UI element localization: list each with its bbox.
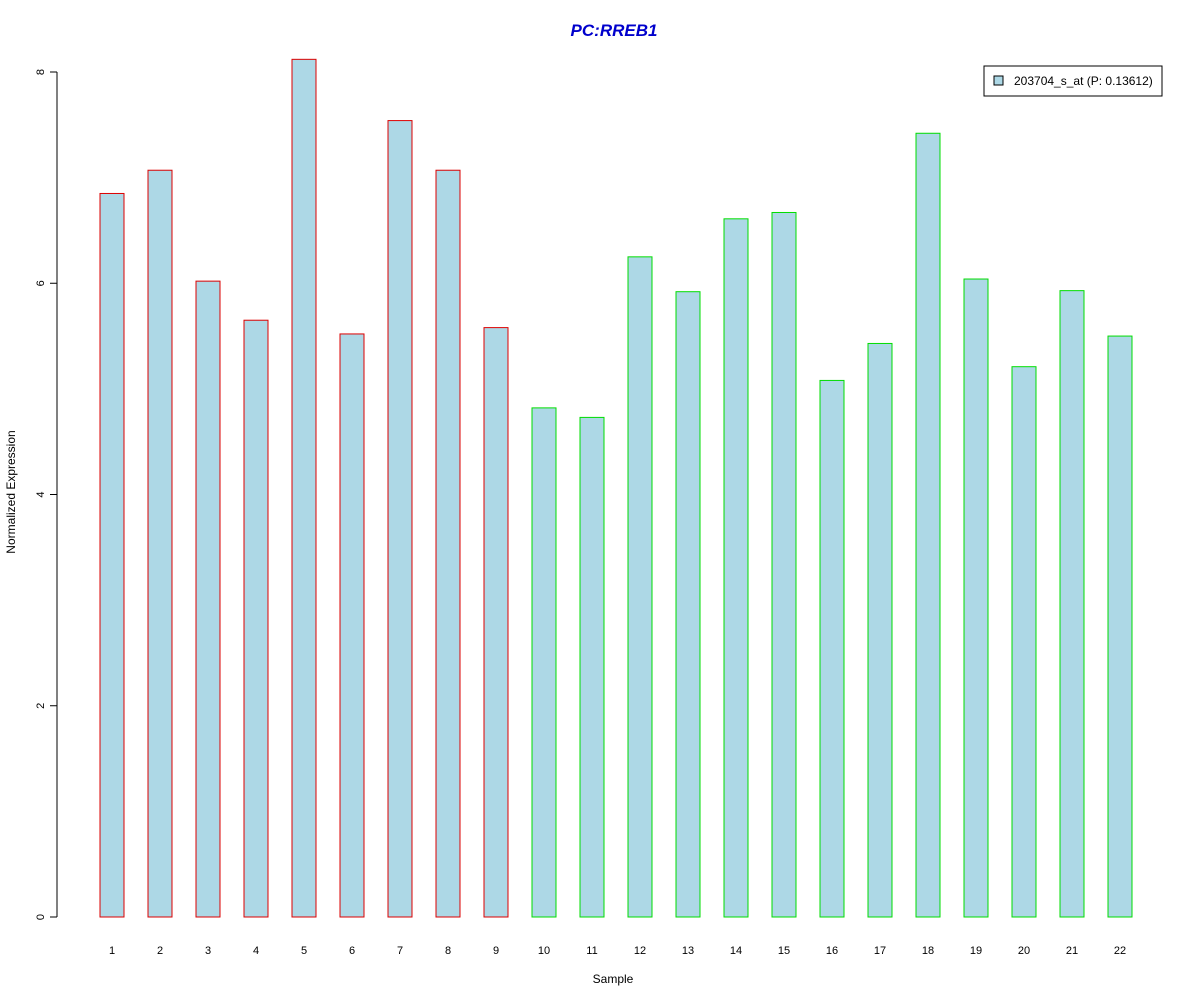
x-tick-label: 9: [493, 945, 499, 957]
bar-sample-7: [387, 120, 413, 918]
x-tick-label: 21: [1066, 945, 1078, 957]
y-axis: 0 2 4 6 8: [35, 69, 58, 920]
x-tick-label: 6: [349, 945, 355, 957]
bars: [99, 58, 1133, 918]
bar-sample-10: [531, 407, 557, 918]
bar-sample-4: [243, 319, 269, 918]
bar-sample-14: [723, 218, 749, 918]
y-axis-label: Normalized Expression: [4, 430, 18, 553]
x-tick-label: 5: [301, 945, 307, 957]
bar-sample-3: [195, 280, 221, 918]
bar-sample-12: [627, 256, 653, 918]
y-tick-label: 8: [35, 69, 47, 75]
legend-swatch: [993, 75, 1004, 86]
bar-sample-15: [771, 211, 797, 918]
x-tick-label: 10: [538, 945, 550, 957]
x-tick-label: 7: [397, 945, 403, 957]
bar-sample-9: [483, 327, 509, 918]
x-tick-label: 1: [109, 945, 115, 957]
bar-sample-2: [147, 169, 173, 918]
y-tick-label: 6: [35, 280, 47, 286]
x-tick-label: 15: [778, 945, 790, 957]
x-tick-label: 11: [586, 945, 597, 957]
bar-sample-20: [1011, 366, 1037, 918]
legend-box: [983, 65, 1163, 97]
y-tick-label: 0: [35, 914, 47, 920]
y-tick-label: 2: [35, 703, 47, 709]
bar-sample-13: [675, 291, 701, 918]
x-tick-label: 4: [253, 945, 259, 957]
bar-sample-17: [867, 342, 893, 918]
bar-sample-11: [579, 416, 605, 918]
chart-title: PC:RREB1: [571, 21, 658, 40]
x-axis-label: Sample: [593, 972, 634, 986]
legend-label: 203704_s_at (P: 0.13612): [1014, 74, 1153, 88]
y-tick-label: 4: [35, 491, 47, 497]
bar-sample-19: [963, 278, 989, 918]
x-tick-label: 16: [826, 945, 838, 957]
legend: 203704_s_at (P: 0.13612): [983, 65, 1163, 97]
x-tick-label: 3: [205, 945, 211, 957]
x-tick-label: 12: [634, 945, 646, 957]
bar-sample-22: [1107, 335, 1133, 918]
x-tick-labels: 1 2 3 4 5 6 7 8 9 10 11 12 13 14 15 16 17 18 19 20 21 22: [109, 945, 1126, 957]
x-tick-label: 14: [730, 945, 742, 957]
x-tick-label: 19: [970, 945, 982, 957]
bar-sample-1: [99, 192, 125, 918]
x-tick-label: 13: [682, 945, 694, 957]
x-tick-label: 2: [157, 945, 163, 957]
bar-sample-21: [1059, 290, 1085, 918]
x-tick-label: 22: [1114, 945, 1126, 957]
x-tick-label: 8: [445, 945, 451, 957]
x-tick-label: 17: [874, 945, 886, 957]
bar-sample-6: [339, 333, 365, 918]
bar-sample-5: [291, 58, 317, 918]
x-tick-label: 18: [922, 945, 934, 957]
bar-sample-8: [435, 169, 461, 918]
bar-sample-16: [819, 379, 845, 918]
bar-sample-18: [915, 132, 941, 918]
x-tick-label: 20: [1018, 945, 1030, 957]
